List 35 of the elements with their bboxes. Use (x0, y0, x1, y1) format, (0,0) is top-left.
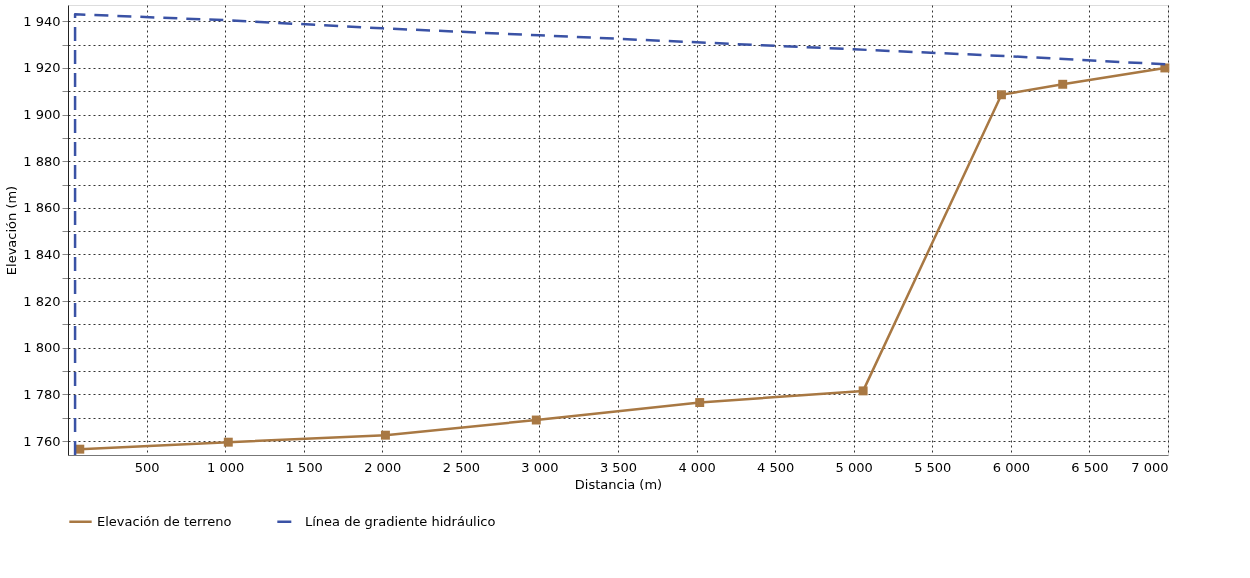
y-tick-label: 1 800 (23, 340, 61, 356)
y-tick-label: 1 840 (23, 246, 61, 262)
x-tick-label: 5 000 (835, 459, 873, 475)
x-tick-label: 6 500 (1071, 459, 1109, 475)
x-tick-label: 500 (134, 459, 160, 475)
point (531, 415, 541, 425)
y-tick-label: 1 820 (23, 293, 61, 309)
y-tick-label: 1 900 (23, 107, 61, 123)
point (695, 398, 705, 408)
point (380, 430, 390, 440)
y-tick-label: 1 860 (23, 200, 61, 216)
y-tick-label: 1 920 (23, 60, 61, 76)
point (223, 437, 233, 447)
x-tick-label: 6 000 (992, 459, 1030, 475)
y-tick-label: 1 780 (23, 386, 61, 402)
x-tick-label: 1 000 (207, 459, 245, 475)
x-tick-label: 4 500 (757, 459, 795, 475)
legend-label: Elevación de terreno (97, 513, 232, 529)
y-tick-label: 1 880 (23, 153, 61, 169)
x-tick-label: 2 500 (442, 459, 480, 475)
point (996, 90, 1006, 100)
point (858, 386, 868, 396)
point (1058, 79, 1068, 89)
x-tick-label: 3 000 (521, 459, 559, 475)
y-axis-title: Elevación (m) (4, 185, 20, 276)
x-tick-label: 2 000 (364, 459, 402, 475)
x-tick-label: 5 500 (914, 459, 952, 475)
x-axis-title: Distancia (m) (574, 476, 663, 492)
x-tick-label: 7 000 (1131, 459, 1169, 475)
legend-label: Línea de gradiente hidráulico (305, 513, 496, 529)
x-tick-label: 3 500 (599, 459, 638, 475)
y-tick-label: 1 760 (23, 433, 61, 449)
y-tick-label: 1 940 (23, 13, 61, 29)
x-tick-label: 4 000 (678, 459, 716, 475)
x-tick-label: 1 500 (285, 459, 323, 475)
